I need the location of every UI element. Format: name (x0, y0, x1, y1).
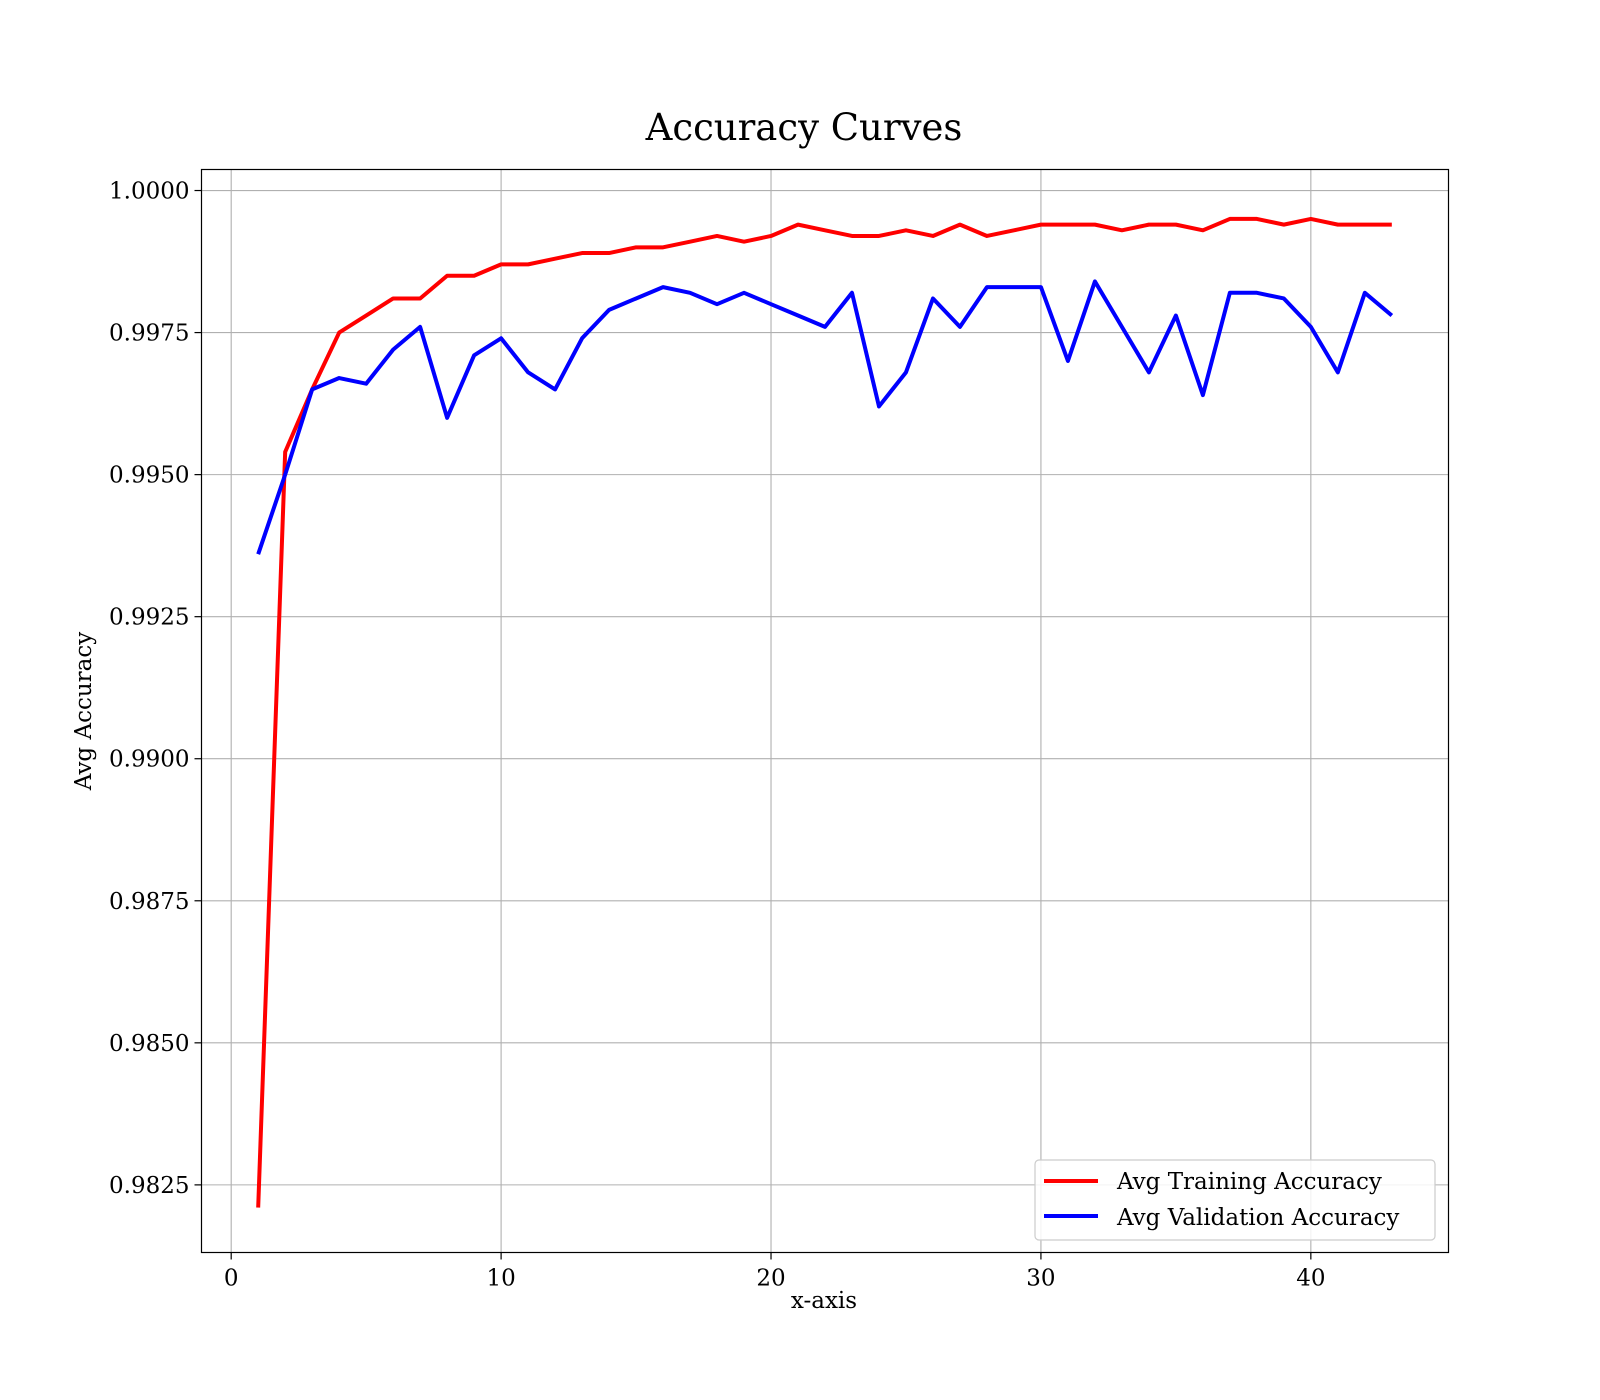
x-axis-label: x-axis (791, 1288, 857, 1314)
legend-label-validation: Avg Validation Accuracy (1116, 1205, 1399, 1231)
y-axis-label: Avg Accuracy (71, 632, 97, 791)
chart-title: Accuracy Curves (645, 106, 963, 149)
y-tick-label: 0.9900 (109, 747, 189, 773)
series-line-validation (256, 279, 1394, 555)
y-tick-label: 1.0000 (109, 179, 189, 205)
x-tick-label: 20 (756, 1266, 785, 1292)
x-tick-label: 0 (224, 1266, 239, 1292)
axis-ticks: 0 10 20 30 40 0.9825 0.9850 0.9875 0.9900 0.9925 0… (109, 179, 1325, 1292)
x-tick-label: 40 (1296, 1266, 1325, 1292)
y-tick-label: 0.9875 (109, 889, 189, 915)
legend-label-training: Avg Training Accuracy (1116, 1169, 1382, 1195)
series-line-training (256, 216, 1392, 1208)
legend: Avg Training Accuracy Avg Validation Acc… (1034, 1159, 1436, 1241)
y-tick-label: 0.9825 (109, 1173, 189, 1199)
x-tick-label: 10 (486, 1266, 515, 1292)
x-tick-label: 30 (1026, 1266, 1055, 1292)
plot-frame (200, 168, 1450, 1254)
y-tick-label: 0.9975 (109, 321, 189, 347)
y-tick-label: 0.9950 (109, 463, 189, 489)
legend-box (1034, 1159, 1436, 1241)
grid-lines (201, 169, 1449, 1253)
y-tick-label: 0.9850 (109, 1031, 189, 1057)
y-tick-label: 0.9925 (109, 605, 189, 631)
series-layer (256, 216, 1394, 1208)
